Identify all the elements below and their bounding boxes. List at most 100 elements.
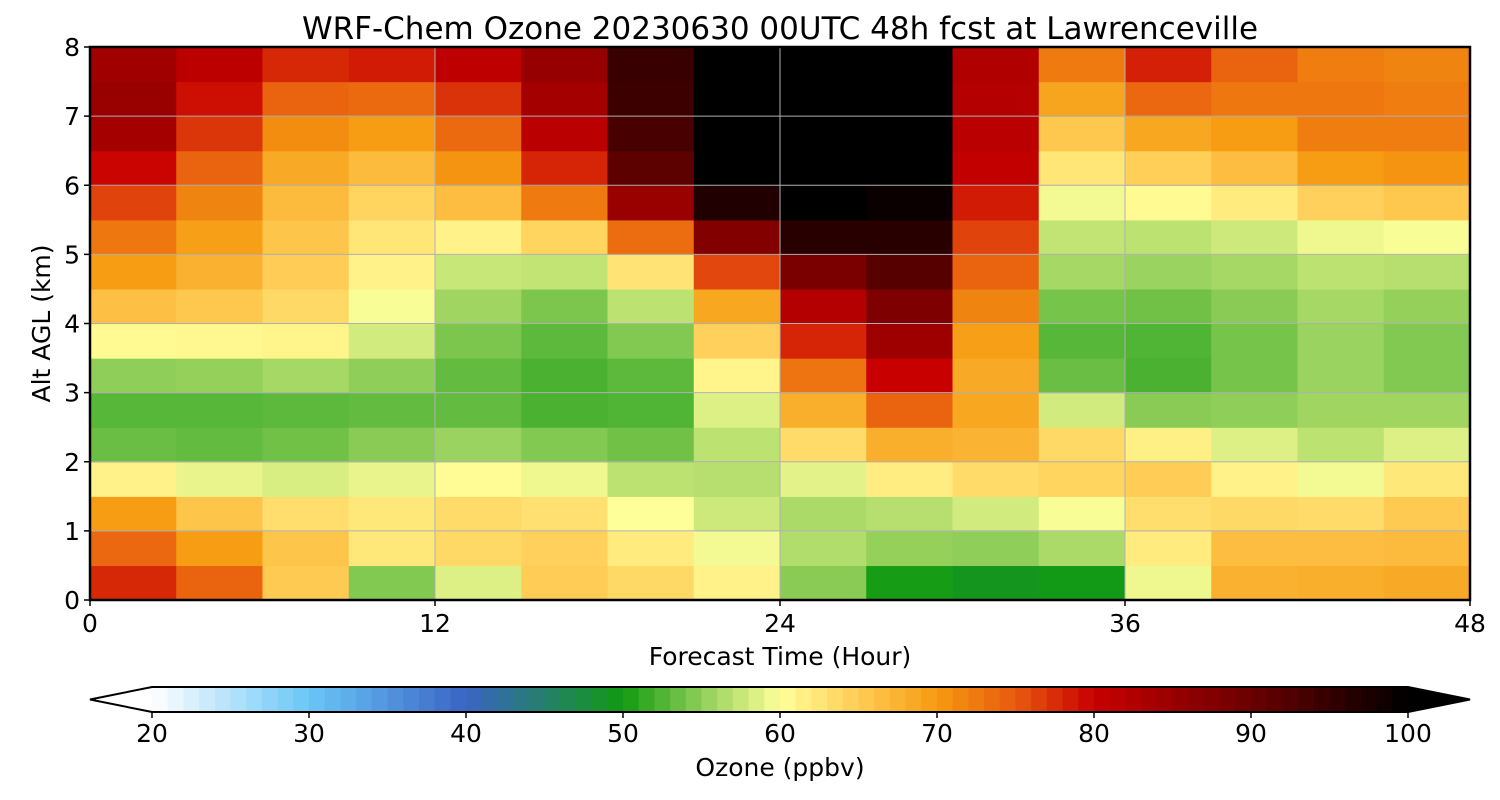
ozone-cell	[693, 254, 781, 290]
ozone-cell	[1125, 323, 1212, 359]
ozone-cell	[1211, 254, 1299, 290]
colorbar-segment	[230, 687, 247, 712]
ozone-cell	[780, 565, 867, 601]
ozone-cell	[1383, 427, 1471, 463]
ozone-cell	[435, 185, 522, 221]
colorbar-segment	[827, 687, 844, 712]
ozone-cell	[607, 150, 695, 186]
colorbar-segment	[748, 687, 765, 712]
ozone-cell	[1125, 185, 1212, 221]
colorbar-max-extension	[1408, 687, 1470, 712]
ozone-cell	[348, 150, 436, 186]
colorbar-segment	[638, 687, 655, 712]
ozone-cell	[348, 288, 436, 325]
ozone-cell	[607, 461, 695, 497]
y-tick-label: 4	[64, 310, 80, 339]
ozone-cell	[607, 47, 695, 83]
ozone-cell	[1297, 288, 1385, 325]
ozone-cell	[1383, 461, 1471, 497]
ozone-cell	[693, 288, 781, 325]
ozone-cell	[693, 150, 781, 186]
ozone-cell	[262, 565, 350, 601]
colorbar-segment	[905, 687, 922, 712]
colorbar-segment	[858, 687, 875, 712]
ozone-cell	[435, 47, 522, 83]
ozone-cell	[176, 288, 264, 325]
ozone-cell	[1038, 392, 1126, 428]
ozone-cell	[1211, 47, 1299, 83]
ozone-cell	[176, 392, 264, 428]
ozone-cell	[1297, 392, 1385, 428]
colorbar-segment	[152, 687, 169, 712]
colorbar-segment	[199, 687, 216, 712]
ozone-cell	[780, 116, 867, 152]
ozone-cell	[1038, 323, 1126, 359]
ozone-cell	[348, 392, 436, 428]
ozone-cell	[866, 254, 954, 290]
ozone-cell	[607, 288, 695, 325]
ozone-cell	[90, 150, 177, 186]
colorbar-segment	[1156, 687, 1173, 712]
ozone-cell	[176, 116, 264, 152]
colorbar-segment	[1360, 687, 1378, 712]
ozone-cell	[866, 427, 954, 463]
colorbar-segment	[811, 687, 828, 712]
colorbar-segment	[1219, 687, 1236, 712]
colorbar-segment	[1141, 687, 1158, 712]
ozone-cell	[1038, 150, 1126, 186]
ozone-cell	[435, 530, 522, 567]
ozone-cell	[780, 254, 867, 290]
y-tick-label: 1	[64, 517, 80, 546]
colorbar-segment	[999, 687, 1016, 712]
colorbar-segment	[560, 687, 577, 712]
ozone-cell	[780, 185, 867, 221]
colorbar-segment	[356, 687, 373, 712]
colorbar-segment	[1046, 687, 1064, 712]
colorbar-segment	[1329, 687, 1346, 712]
ozone-cell	[348, 219, 436, 255]
colorbar-segment	[246, 687, 263, 712]
ozone-cell	[1038, 427, 1126, 463]
ozone-cell	[435, 288, 522, 325]
colorbar-segment	[874, 687, 891, 712]
ozone-cell	[435, 219, 522, 255]
ozone-cell	[1125, 116, 1212, 152]
colorbar-segment	[167, 687, 184, 712]
colorbar-segment	[513, 687, 530, 712]
colorbar-tick-label: 60	[764, 719, 796, 748]
ozone-cell	[262, 81, 350, 117]
ozone-cell	[176, 150, 264, 186]
ozone-cell	[1297, 530, 1385, 567]
ozone-cell	[1297, 496, 1385, 532]
colorbar-segment	[340, 687, 357, 712]
ozone-cell	[348, 427, 436, 463]
ozone-cell	[1211, 288, 1299, 325]
ozone-cell	[1125, 254, 1212, 290]
ozone-cell	[780, 392, 867, 428]
ozone-cell	[348, 496, 436, 532]
ozone-cell	[1297, 185, 1385, 221]
ozone-cell	[90, 496, 177, 532]
ozone-cell	[1211, 392, 1299, 428]
ozone-cell	[348, 47, 436, 83]
colorbar-segment	[1015, 687, 1032, 712]
y-tick-label: 2	[64, 448, 80, 477]
ozone-cell	[866, 323, 954, 359]
ozone-cell	[1297, 219, 1385, 255]
ozone-cell	[521, 565, 609, 601]
ozone-cell	[780, 288, 867, 325]
ozone-cell	[952, 254, 1040, 290]
ozone-cell	[1211, 81, 1299, 117]
colorbar-segment	[952, 687, 969, 712]
ozone-cell	[521, 185, 609, 221]
ozone-cell	[866, 358, 954, 394]
ozone-cell	[348, 81, 436, 117]
ozone-cell	[1125, 288, 1212, 325]
y-tick-label: 7	[64, 102, 80, 131]
ozone-cell	[1125, 219, 1212, 255]
colorbar-segment	[591, 687, 608, 712]
ozone-cell	[952, 461, 1040, 497]
colorbar-segment	[1062, 687, 1079, 712]
ozone-cell	[348, 461, 436, 497]
ozone-cell	[1297, 358, 1385, 394]
